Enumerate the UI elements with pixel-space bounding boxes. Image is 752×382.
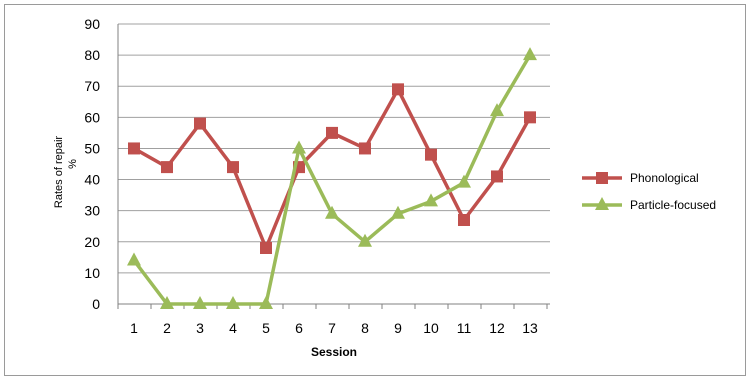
x-tick-label: 8 <box>361 320 369 336</box>
data-point <box>392 83 404 96</box>
legend-marker <box>596 172 608 184</box>
data-point <box>391 205 405 219</box>
legend-label: Phonological <box>630 171 699 185</box>
x-tick-label: 12 <box>489 320 505 336</box>
data-point <box>358 233 372 247</box>
series-particle-focused <box>127 47 537 309</box>
x-tick-label: 7 <box>328 320 336 336</box>
x-tick-label: 3 <box>196 320 204 336</box>
data-point <box>491 170 503 183</box>
gridlines <box>118 23 550 274</box>
data-point <box>194 117 206 130</box>
chart-frame <box>4 4 746 376</box>
series-group <box>127 47 537 309</box>
data-point <box>260 242 272 254</box>
y-tick-label: 80 <box>84 47 100 63</box>
y-tick-label: 50 <box>84 140 100 156</box>
data-point <box>424 193 438 207</box>
data-point <box>524 111 536 124</box>
y-tick-labels: 0 10 20 30 40 50 60 70 80 90 <box>84 16 100 312</box>
y-axis-title-line1: Rates of repair <box>53 136 65 208</box>
x-tick-label: 13 <box>522 320 538 336</box>
data-point <box>161 161 173 174</box>
y-tick-label: 90 <box>84 16 100 32</box>
data-point <box>359 142 371 155</box>
x-tick-labels: 1 2 3 4 5 6 7 8 9 10 11 12 13 <box>130 320 538 336</box>
data-point <box>160 296 174 309</box>
y-tick-label: 60 <box>84 109 100 125</box>
data-point <box>128 142 140 155</box>
data-point <box>425 148 437 161</box>
legend: Phonological Particle-focused <box>582 171 716 212</box>
legend-marker <box>595 197 609 210</box>
y-tick-label: 30 <box>84 203 100 219</box>
axes <box>117 24 550 309</box>
data-point <box>523 47 537 61</box>
x-axis-title: Session <box>311 345 357 359</box>
x-tick-label: 11 <box>457 320 472 336</box>
legend-label: Particle-focused <box>630 198 716 212</box>
data-point <box>193 296 207 309</box>
x-tick-label: 9 <box>394 320 402 336</box>
data-point <box>292 140 306 154</box>
y-tick-label: 20 <box>84 234 100 250</box>
series-phonological <box>128 83 536 254</box>
data-point <box>259 296 273 309</box>
x-tick-label: 1 <box>130 320 138 336</box>
data-point <box>226 296 240 309</box>
x-tick-label: 2 <box>163 320 171 336</box>
data-point <box>326 126 338 139</box>
data-point <box>127 252 141 266</box>
data-point <box>325 205 339 219</box>
data-point <box>490 103 504 117</box>
data-point <box>457 174 471 188</box>
y-tick-label: 10 <box>84 265 100 281</box>
x-tick-label: 4 <box>229 320 237 336</box>
y-tick-label: 70 <box>84 78 100 94</box>
data-point <box>227 161 239 174</box>
y-axis-title-line2: % <box>67 159 79 169</box>
data-point <box>458 214 470 226</box>
x-tick-label: 10 <box>423 320 439 336</box>
x-tick-label: 5 <box>262 320 270 336</box>
x-tick-label: 6 <box>295 320 303 336</box>
y-tick-label: 0 <box>92 296 100 312</box>
y-tick-label: 40 <box>84 172 100 188</box>
